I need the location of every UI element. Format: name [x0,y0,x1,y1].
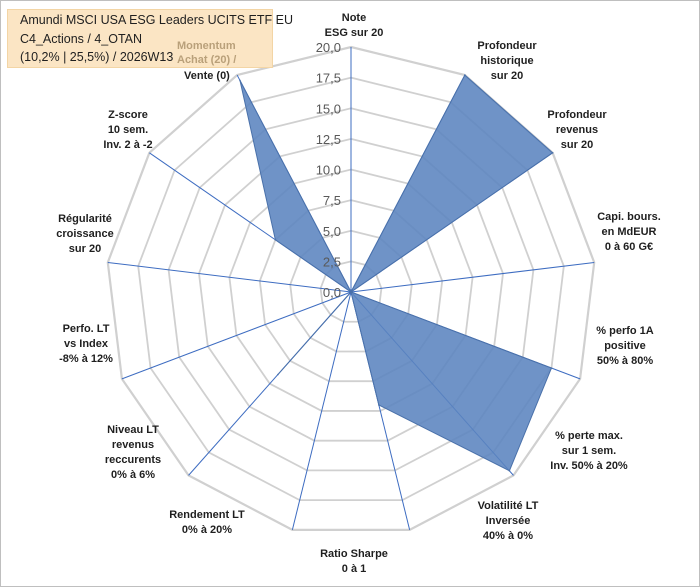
data-point [550,367,553,369]
grid-ring [106,45,596,531]
axis-spoke [291,291,352,531]
r-tick-label: 5,0 [323,224,341,239]
category-label: Niveau LT revenus reccurents 0% à 6% [105,424,161,481]
r-tick-label: 2,5 [323,254,341,269]
category-label: Perfo. LT vs Index -8% à 12% [59,323,113,365]
axis-spoke [107,261,352,293]
grid-ring [289,229,413,353]
data-point [464,74,466,76]
category-label: Volatilité LT Inversée 40% à 0% [478,500,539,542]
category-label: Rendement LT 0% à 20% [169,509,245,536]
axis-spoke [350,261,595,293]
momentum-label: Momentum Achat (20) / [177,40,237,66]
r-tick-label: 20,0 [316,40,341,55]
grid-ring [258,199,444,383]
data-point [239,79,241,82]
category-label: Régularité croissance sur 20 [56,213,113,255]
r-tick-label: 17,5 [316,71,341,86]
data-point [508,470,511,472]
grid-ring [319,260,383,323]
data-point [274,239,277,241]
r-tick-label: 10,0 [316,163,341,178]
data-point [350,291,352,293]
grid-ring [198,137,504,442]
axis-spoke [121,291,352,380]
chart-title-box: Amundi MSCI USA ESG Leaders UCITS ETF EU… [7,9,293,68]
category-label: Profondeur historique sur 20 [477,40,537,82]
category-label: Capi. bours. en MdEUR 0 à 60 G€ [597,211,661,253]
grid-ring [228,168,474,412]
r-tick-label: 12,5 [316,132,341,147]
r-tick-label: 15,0 [316,101,341,116]
data-point [551,152,554,154]
r-tick-label: 7,5 [323,193,341,208]
fund-category: C4_Actions / 4_OTAN [20,32,143,46]
data-point [378,404,380,406]
data-point [277,373,279,376]
category-label: % perte max. sur 1 sem. Inv. 50% à 20% [550,430,628,472]
fund-name: Amundi MSCI USA ESG Leaders UCITS ETF EU [20,13,293,27]
grid-ring [167,107,535,472]
category-label: Ratio Sharpe 0 à 1 [320,548,388,575]
category-label: Profondeur revenus sur 20 [547,109,607,151]
category-label: % perfo 1A positive 50% à 80% [596,325,654,367]
vente-label: Vente (0) [184,70,230,82]
fund-stats: (10,2% | 25,5%) / 2026W13 [20,50,174,64]
category-label: Z-score 10 sem. Inv. 2 à -2 [103,109,152,151]
category-label: Note ESG sur 20 [325,12,384,39]
r-tick-label: 0,0 [323,285,341,300]
grid-ring [137,76,565,502]
